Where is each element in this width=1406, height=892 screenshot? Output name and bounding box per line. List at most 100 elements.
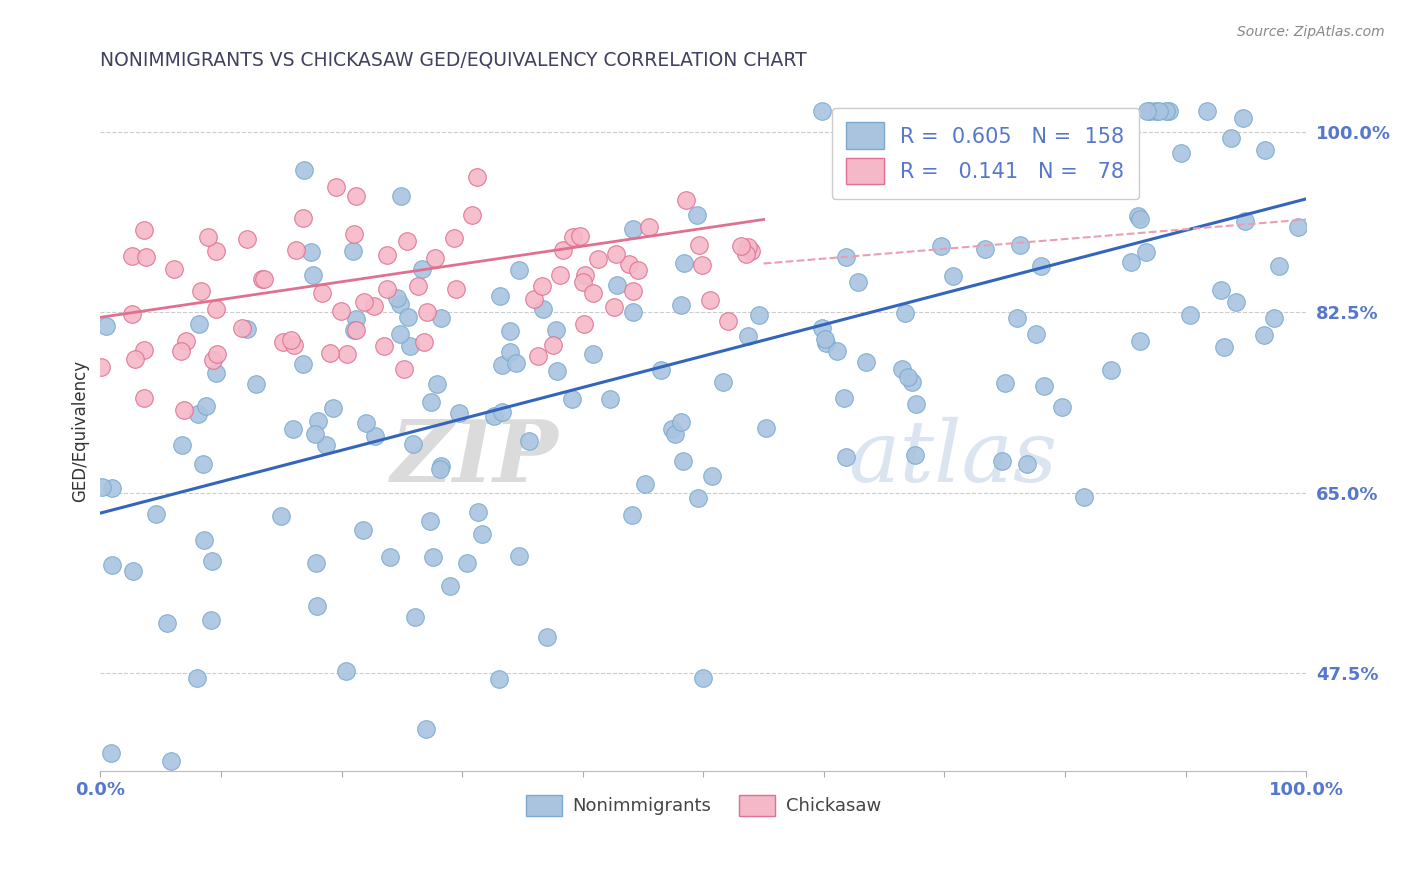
Point (460, 208, 482, 222)
Point (363, 429, 385, 443)
Point (686, 208, 709, 222)
Point (90, 359, 112, 374)
Point (245, 376, 267, 391)
Point (686, 491, 709, 506)
Point (621, 285, 644, 299)
Point (827, 344, 849, 359)
Point (201, 554, 224, 568)
Point (1197, 104, 1219, 119)
Point (546, 364, 568, 378)
Point (322, 401, 344, 415)
Point (415, 723, 437, 737)
Point (582, 286, 605, 301)
Point (190, 284, 212, 298)
Point (187, 407, 209, 421)
Point (471, 527, 494, 541)
Point (586, 252, 609, 266)
Point (207, 347, 229, 361)
Point (1268, 259, 1291, 273)
Point (429, 462, 451, 476)
Point (915, 153, 938, 167)
Point (392, 362, 415, 376)
Point (426, 377, 449, 392)
Point (100, 746, 122, 760)
Point (335, 664, 357, 678)
Point (311, 285, 333, 300)
Legend: Nonimmigrants, Chickasaw: Nonimmigrants, Chickasaw (519, 788, 889, 822)
Point (621, 508, 644, 522)
Point (1025, 327, 1047, 342)
Point (748, 308, 770, 322)
Point (835, 250, 858, 264)
Point (1119, 255, 1142, 269)
Point (671, 453, 693, 467)
Point (353, 294, 375, 309)
Point (319, 346, 342, 360)
Point (1050, 400, 1073, 414)
Point (1159, 104, 1181, 119)
Point (330, 304, 353, 318)
Point (489, 288, 512, 302)
Point (101, 558, 124, 572)
Point (1029, 259, 1052, 273)
Point (740, 244, 762, 259)
Point (187, 317, 209, 331)
Point (174, 334, 197, 348)
Point (388, 297, 411, 311)
Point (568, 228, 591, 243)
Point (541, 338, 564, 352)
Point (848, 276, 870, 290)
Point (811, 104, 834, 119)
Point (508, 262, 530, 277)
Point (205, 244, 228, 258)
Point (603, 300, 626, 314)
Point (449, 406, 471, 420)
Point (891, 362, 914, 376)
Point (621, 222, 644, 236)
Point (283, 422, 305, 436)
Point (699, 293, 721, 307)
Point (194, 399, 217, 413)
Point (291, 211, 314, 226)
Point (132, 391, 155, 405)
Point (1136, 104, 1159, 119)
Point (1139, 104, 1161, 119)
Point (236, 321, 259, 335)
Point (307, 599, 329, 613)
Point (897, 370, 920, 384)
Point (422, 550, 444, 565)
Point (619, 257, 641, 271)
Y-axis label: GED/Equivalency: GED/Equivalency (72, 359, 89, 501)
Point (931, 239, 953, 253)
Point (1263, 311, 1285, 326)
Point (811, 321, 834, 335)
Point (942, 269, 965, 284)
Point (465, 170, 488, 185)
Point (193, 533, 215, 547)
Point (1073, 491, 1095, 505)
Point (96, 318, 118, 333)
Point (163, 262, 186, 277)
Point (439, 578, 461, 592)
Point (307, 414, 329, 428)
Point (904, 397, 927, 411)
Point (900, 375, 922, 389)
Point (401, 437, 423, 451)
Point (352, 523, 374, 537)
Point (375, 248, 398, 262)
Point (991, 454, 1014, 468)
Point (344, 323, 367, 337)
Point (205, 366, 228, 380)
Point (963, 176, 986, 190)
Point (634, 477, 657, 491)
Point (1178, 308, 1201, 322)
Point (508, 549, 530, 563)
Text: Source: ZipAtlas.com: Source: ZipAtlas.com (1237, 25, 1385, 39)
Point (419, 514, 441, 528)
Point (443, 230, 465, 244)
Point (894, 306, 917, 320)
Point (134, 343, 156, 357)
Point (1225, 294, 1247, 309)
Point (717, 314, 740, 328)
Point (467, 505, 489, 519)
